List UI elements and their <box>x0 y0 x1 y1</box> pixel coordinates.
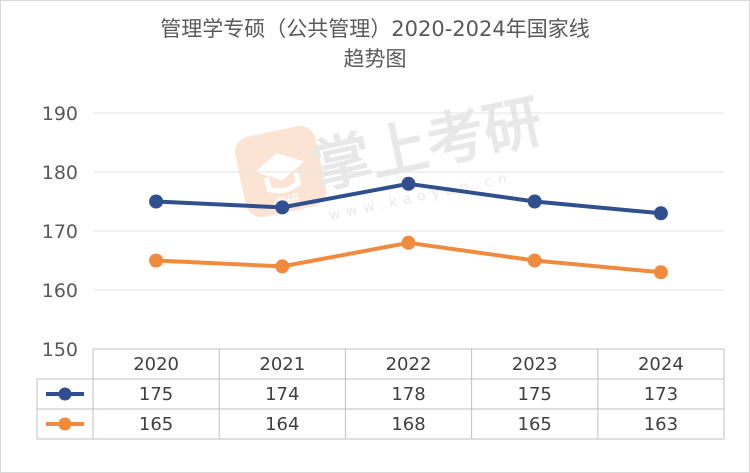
data-point <box>149 253 164 268</box>
x-category-label: 2021 <box>259 354 305 375</box>
data-point <box>401 176 416 191</box>
table-cell-value: 165 <box>139 414 173 435</box>
data-point <box>275 259 290 274</box>
data-point <box>527 253 542 268</box>
table-cell-value: 168 <box>391 414 425 435</box>
table-cell-value: 164 <box>265 414 299 435</box>
table-cell-value: 174 <box>265 384 299 405</box>
y-tick-label: 190 <box>42 103 78 125</box>
chart-grid <box>93 112 724 291</box>
y-axis: 150 160 170 180 190 <box>42 103 78 361</box>
legend-key <box>46 417 84 431</box>
data-table: 2020 2021 2022 2023 2024 175 174 178 175 173 165 16… <box>36 348 725 440</box>
data-point <box>527 194 542 209</box>
data-point <box>653 265 668 280</box>
table-cell-value: 178 <box>391 384 425 405</box>
chart-title: 管理学专硕（公共管理）2020-2024年国家线 趋势图 <box>0 14 750 74</box>
y-tick-label: 180 <box>42 162 78 184</box>
y-tick-label: 150 <box>42 339 78 361</box>
table-cell-value: 175 <box>139 384 173 405</box>
x-category-label: 2020 <box>133 354 179 375</box>
table-cell-value: 173 <box>644 384 678 405</box>
y-tick-label: 170 <box>42 221 78 243</box>
data-point <box>275 200 290 215</box>
x-category-label: 2023 <box>512 354 558 375</box>
legend-key <box>46 387 84 401</box>
table-cell-value: 175 <box>518 384 552 405</box>
y-tick-label: 160 <box>42 280 78 302</box>
data-point <box>401 235 416 250</box>
x-category-label: 2024 <box>638 354 684 375</box>
data-point <box>149 194 164 209</box>
data-point <box>653 206 668 221</box>
x-category-label: 2022 <box>386 354 432 375</box>
table-cell-value: 165 <box>518 414 552 435</box>
chart-series <box>149 176 668 280</box>
chart-title-line1: 管理学专硕（公共管理）2020-2024年国家线 <box>160 17 590 41</box>
chart-title-line2: 趋势图 <box>343 47 407 71</box>
table-cell-value: 163 <box>644 414 678 435</box>
